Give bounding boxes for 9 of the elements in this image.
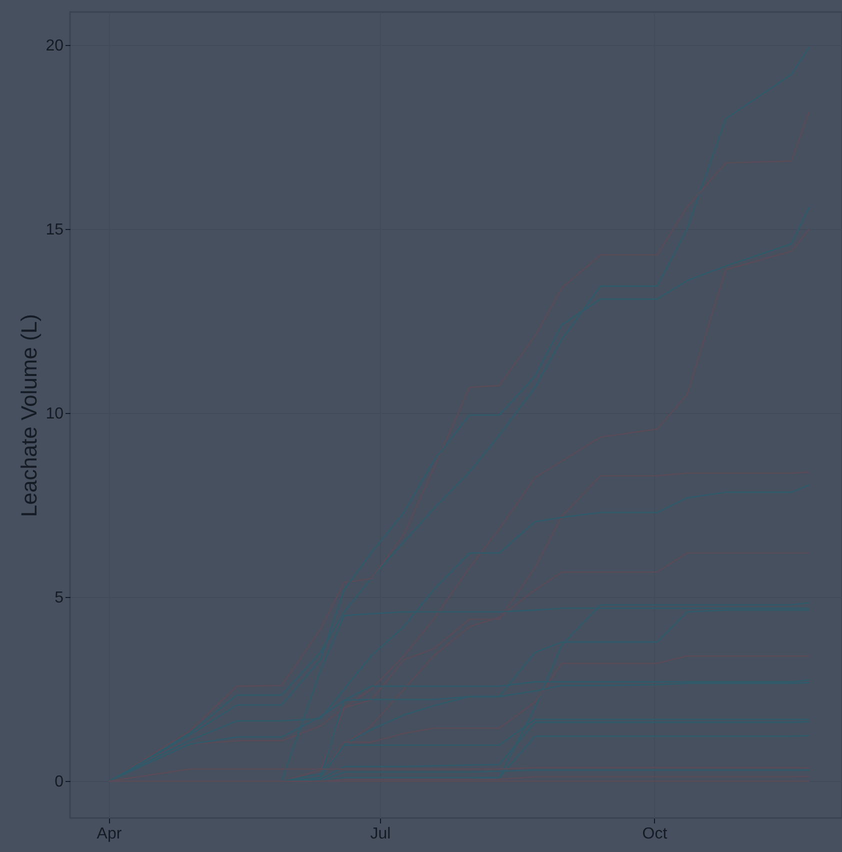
y-tick-label: 10: [46, 406, 64, 423]
y-tick-label: 0: [54, 774, 64, 791]
y-tick-label: 5: [54, 590, 64, 607]
x-tick-label: Apr: [96, 826, 122, 842]
x-tick-label: Oct: [642, 826, 668, 842]
y-tick-label: 20: [46, 38, 64, 55]
x-tick-label: Jul: [370, 826, 391, 842]
y-tick-label: 15: [46, 222, 64, 239]
y-axis-title: Leachate Volume (L): [16, 314, 42, 518]
